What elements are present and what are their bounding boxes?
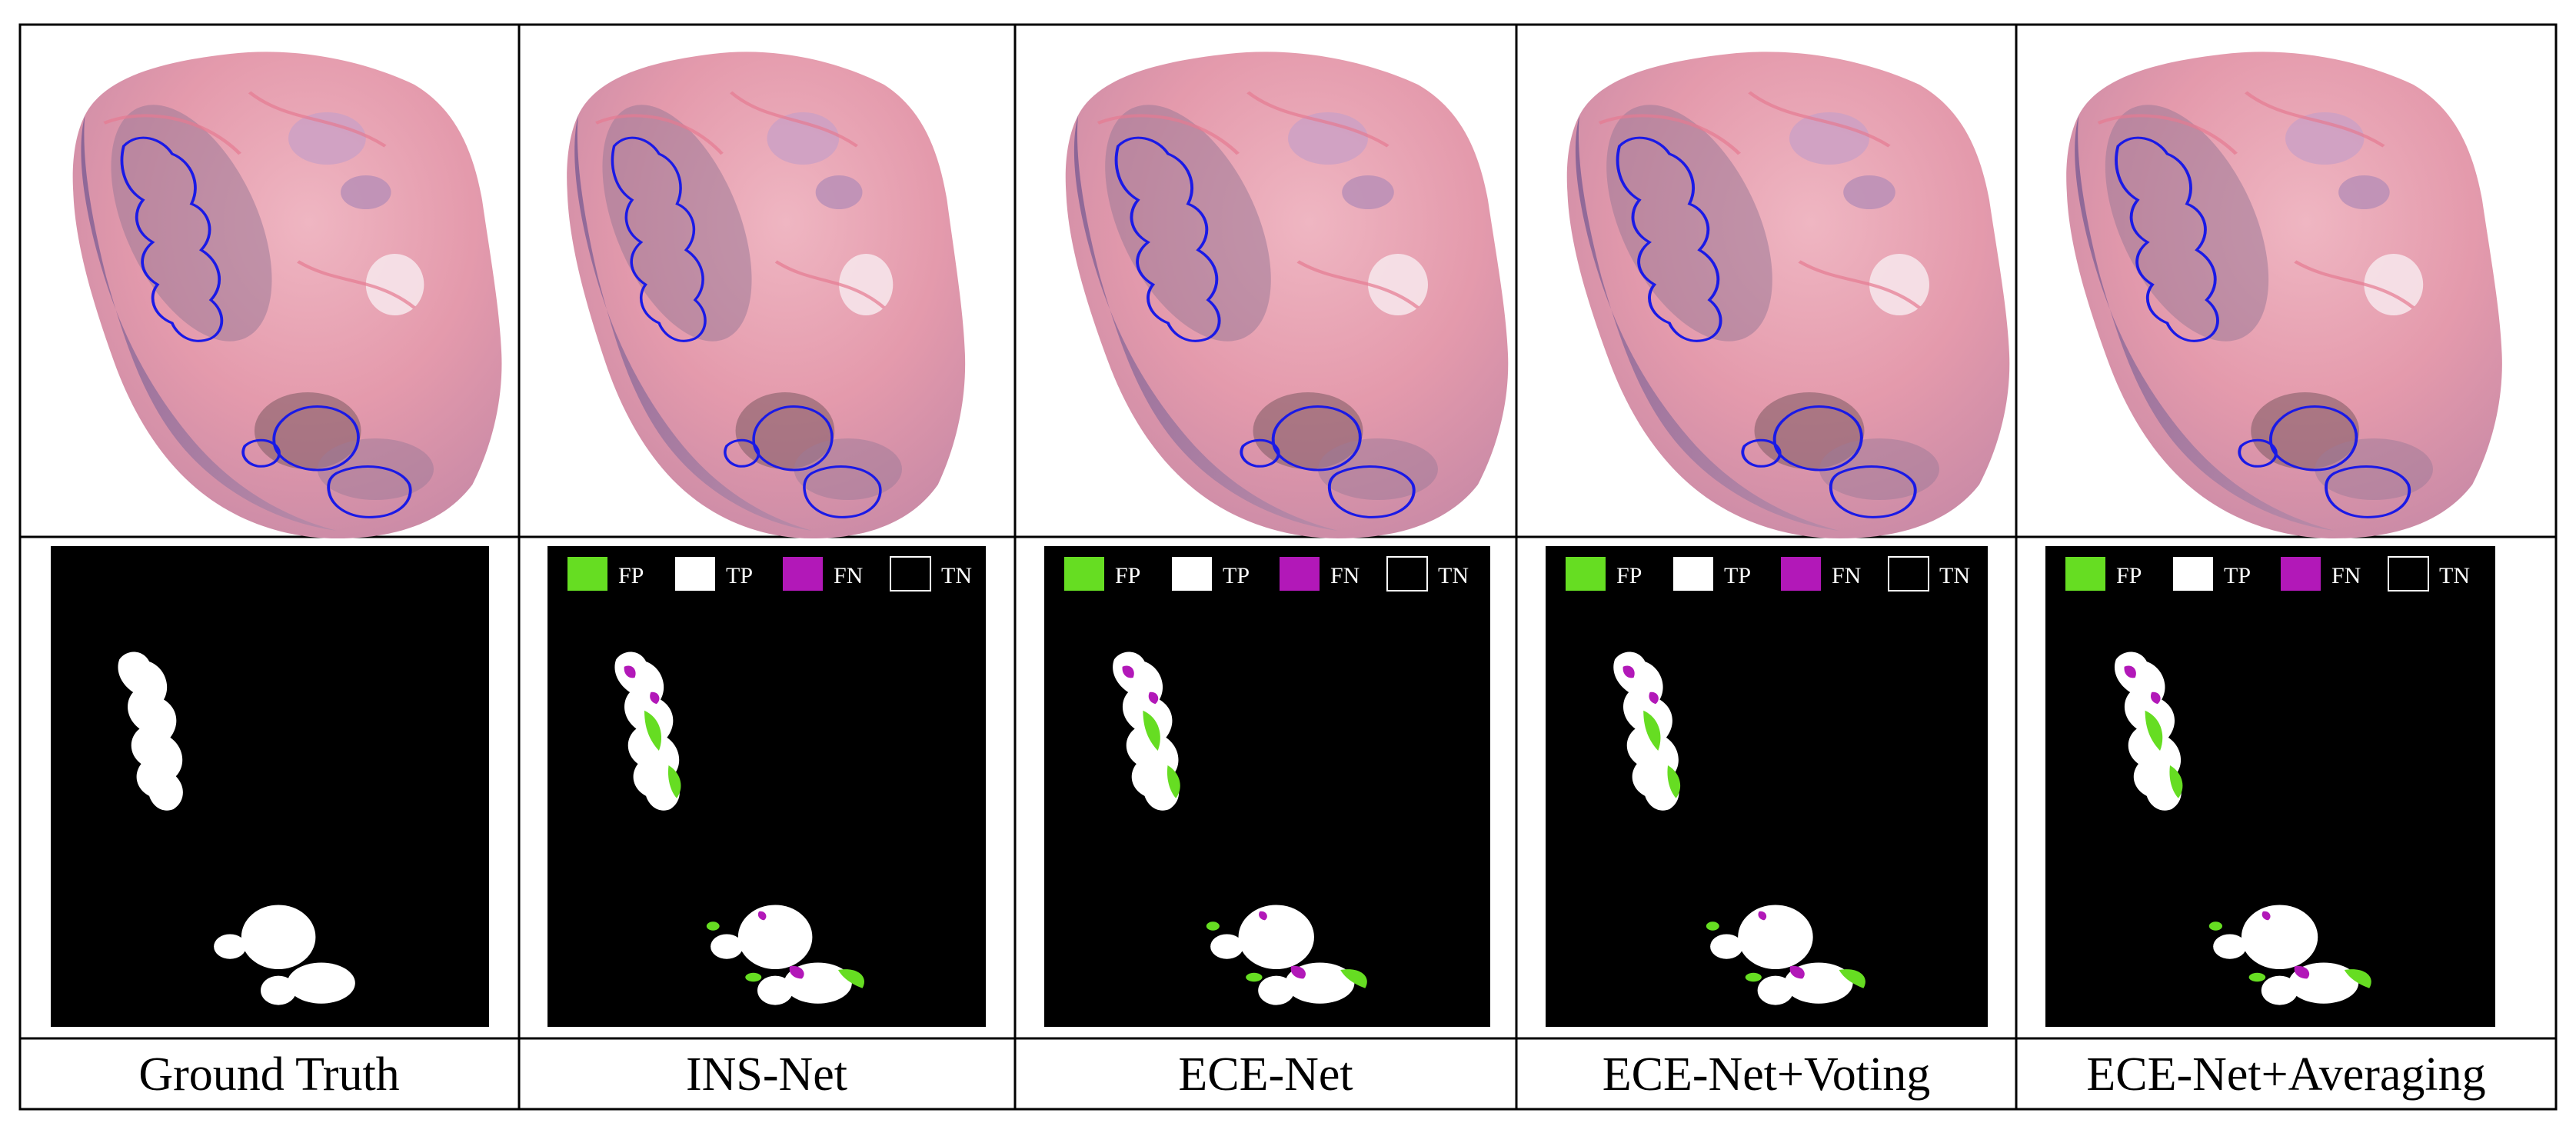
caption-ece-net: ECE-Net [1178, 1048, 1353, 1101]
mask-ece-net-averaging [2045, 546, 2495, 1027]
mask-ece-net [1044, 546, 1490, 1027]
caption-ece-net-voting: ECE-Net+Voting [1603, 1048, 1930, 1101]
mask-ece-net-voting [1546, 546, 1988, 1027]
mask-ground-truth [51, 546, 489, 1027]
caption-ece-net-averaging: ECE-Net+Averaging [2086, 1048, 2485, 1101]
mask-ins-net [547, 546, 986, 1027]
caption-ground-truth: Ground Truth [138, 1048, 399, 1101]
caption-ins-net: INS-Net [686, 1048, 847, 1101]
